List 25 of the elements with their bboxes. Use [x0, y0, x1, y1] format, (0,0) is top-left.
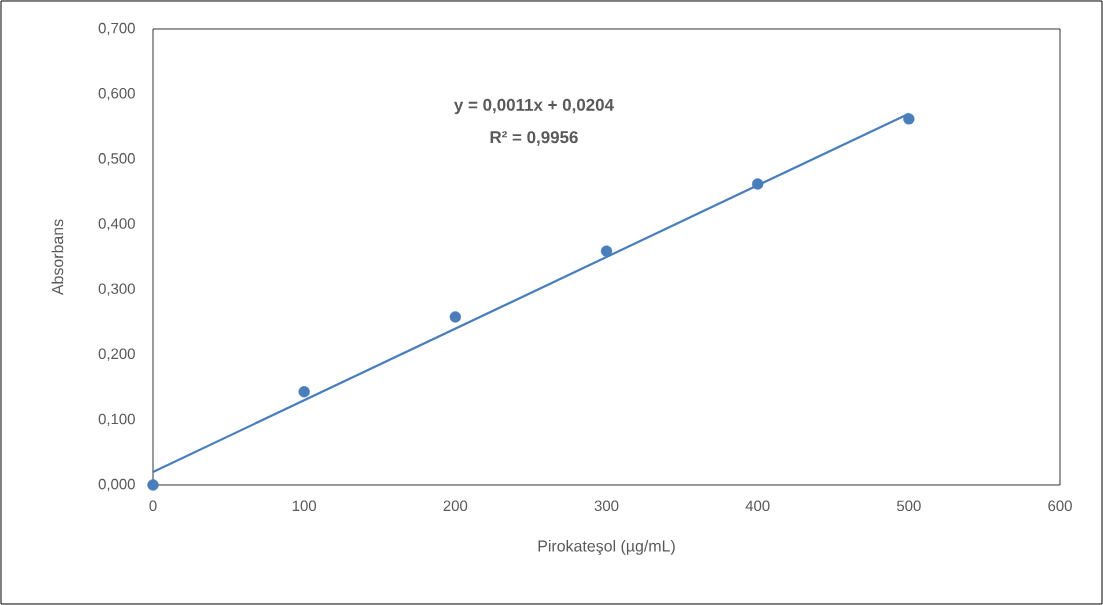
x-tick-label: 0 [149, 500, 157, 512]
y-tick-label: 0,700 [98, 22, 135, 36]
y-tick-label: 0,200 [98, 348, 135, 361]
y-tick-label: 0,600 [98, 87, 135, 101]
x-tick-label: 100 [292, 500, 317, 512]
y-tick-label: 0,500 [98, 153, 135, 166]
x-tick-label: 200 [443, 500, 468, 512]
y-axis-title: Absorbans [51, 219, 64, 296]
annotation: R² = 0,9956 [490, 131, 578, 146]
x-axis-title: Pirokateşol (µg/mL) [538, 539, 675, 555]
y-tick-label: 0,100 [98, 413, 135, 427]
y-tick-label: 0,300 [98, 283, 135, 296]
point [903, 113, 915, 125]
x-tick-label: 500 [896, 500, 921, 512]
point [449, 311, 462, 323]
annotation: y = 0,0011x + 0,0204 [454, 98, 614, 115]
y-tick-label: 0,000 [98, 478, 135, 492]
x-tick-label: 400 [745, 500, 770, 512]
x-tick-label: 600 [1048, 500, 1072, 512]
y-tick-label: 0,400 [98, 218, 135, 231]
point [752, 178, 764, 190]
point [298, 386, 310, 398]
point [600, 245, 613, 257]
point [147, 479, 159, 491]
x-tick-label: 300 [594, 500, 619, 512]
